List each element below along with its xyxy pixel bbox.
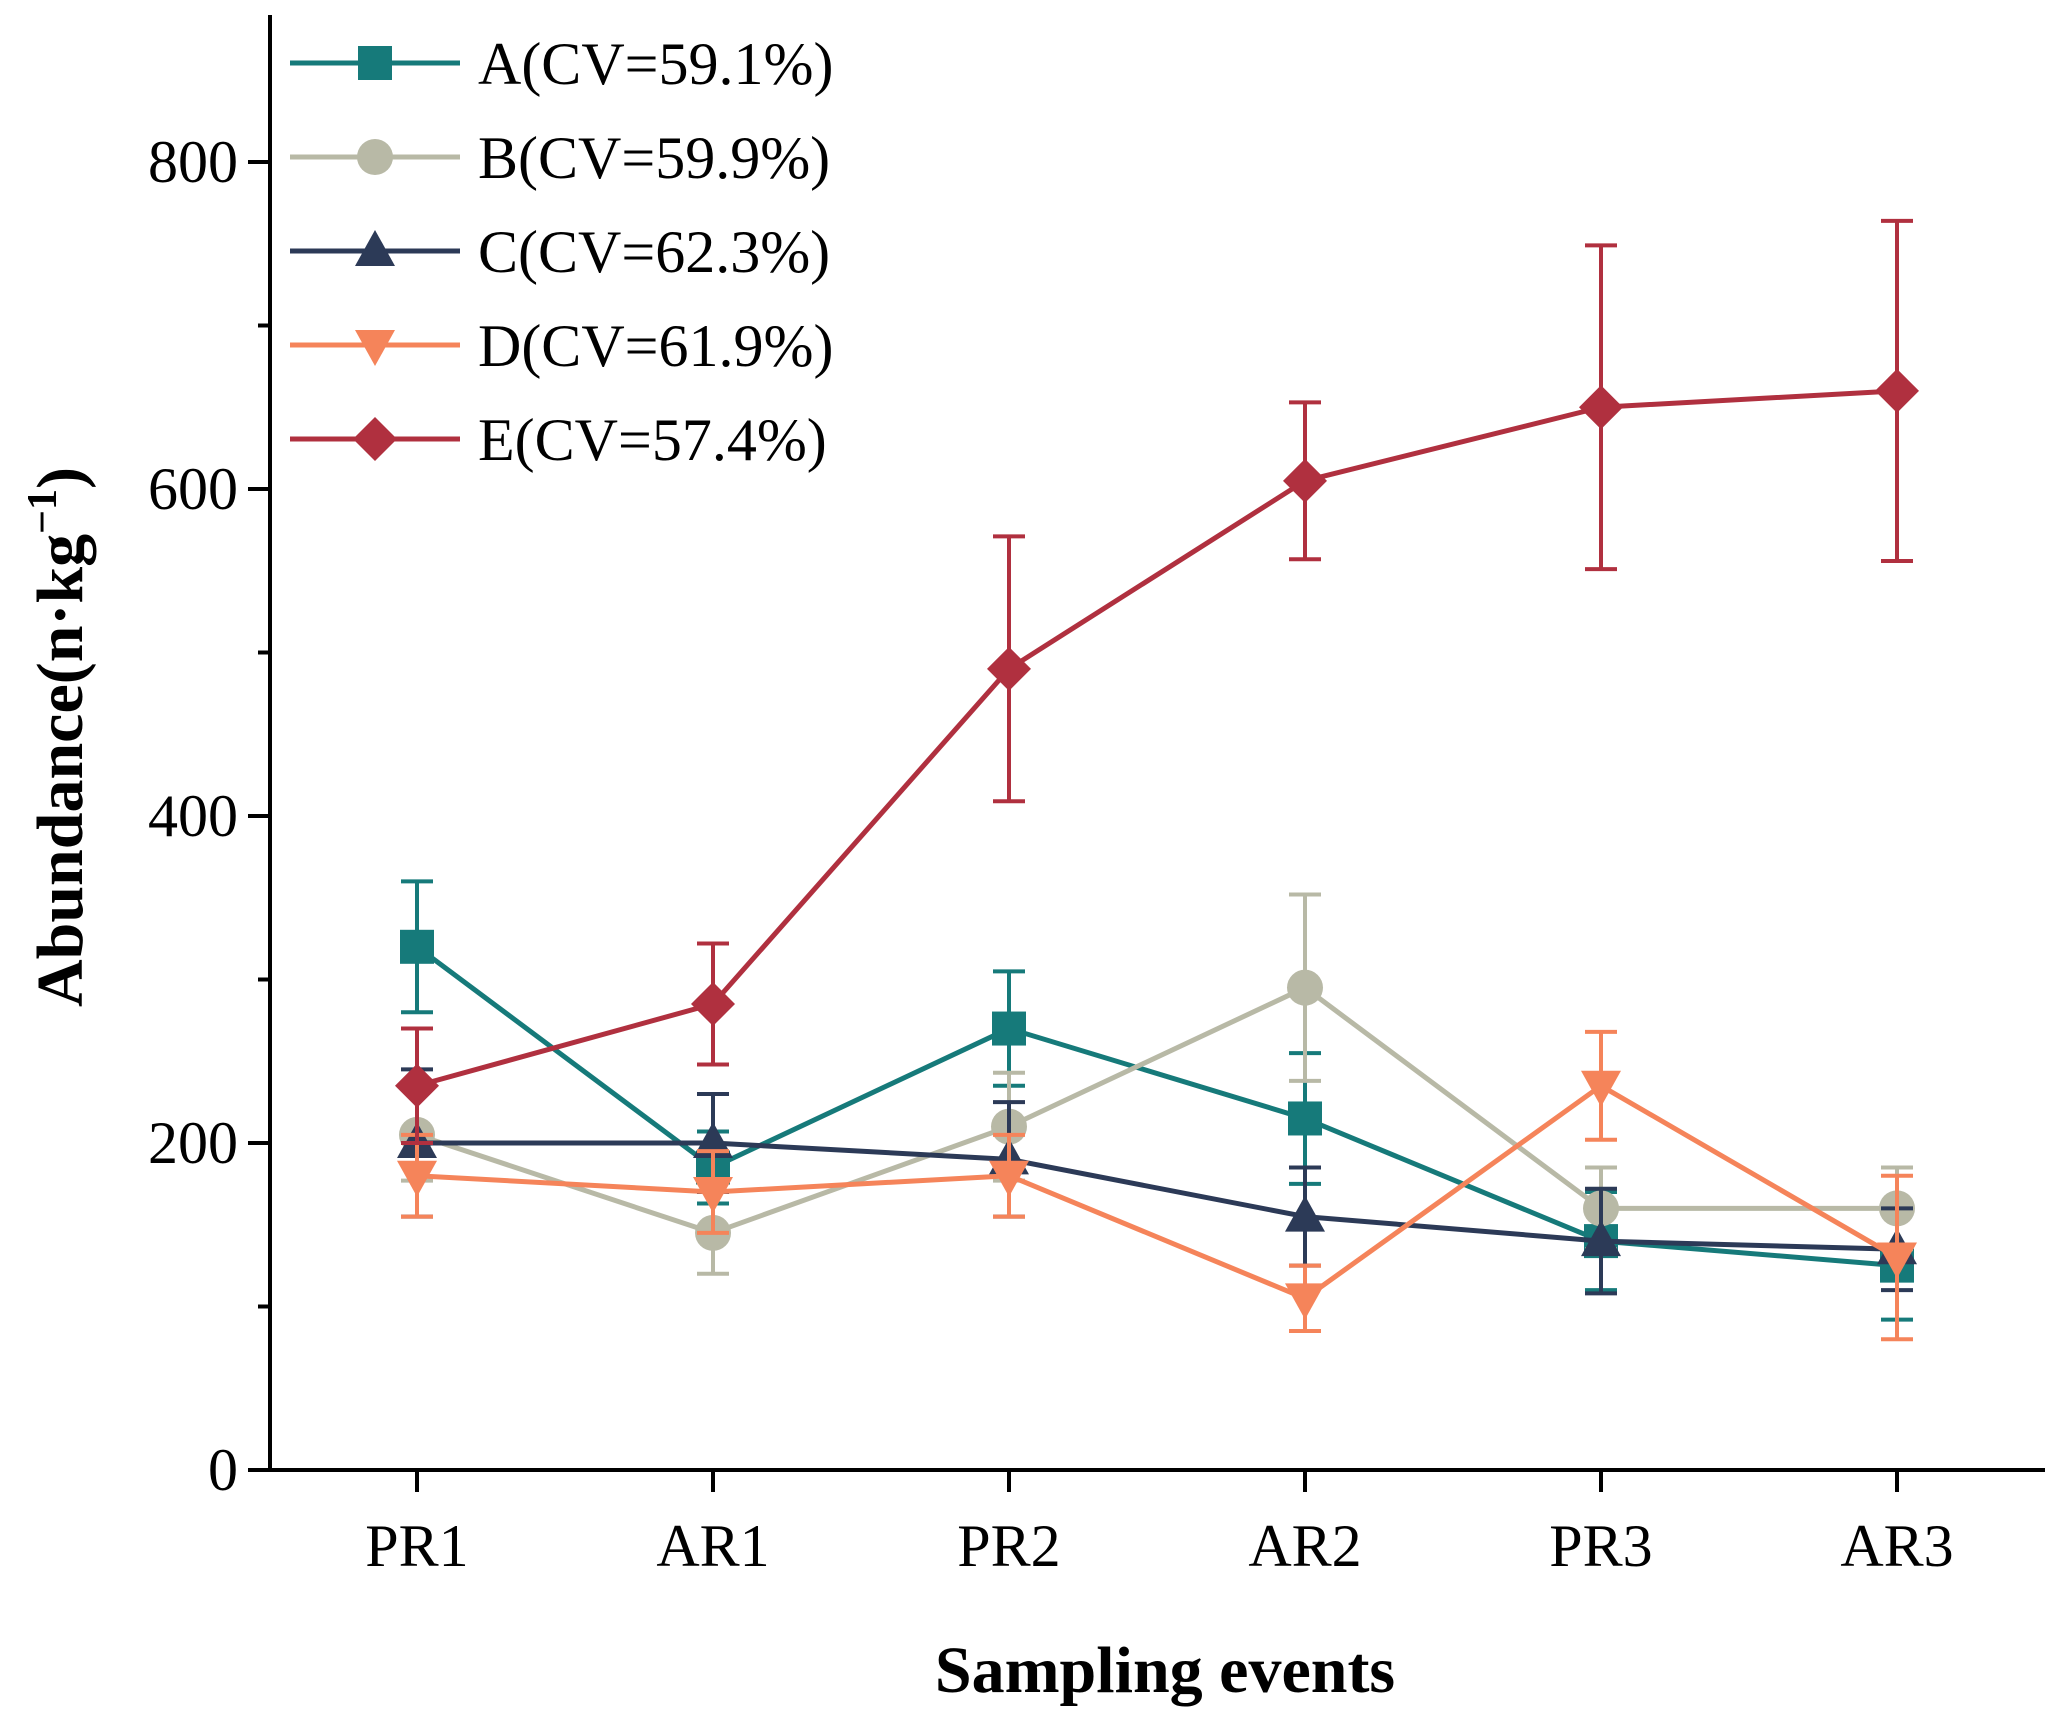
legend-marker [357,139,393,175]
data-point [400,929,434,964]
legend-item: D(CV=61.9%) [290,313,833,379]
y-tick-label: 0 [208,1437,238,1503]
y-axis-title: Abundance(n·kg−1) [20,467,97,1007]
data-point [691,982,735,1027]
plot-area [395,218,1919,1342]
x-axis-title: Sampling events [935,1634,1395,1707]
data-point [992,1011,1026,1046]
x-tick-label: AR2 [1248,1513,1361,1579]
series-line [416,985,1897,1236]
y-axis-title-main: Abundance(n·kg [24,534,97,1007]
legend-marker [353,417,397,461]
legend-label: B(CV=59.9%) [478,125,830,191]
legend-label: C(CV=62.3%) [478,219,830,285]
data-point [1581,1220,1621,1257]
data-point [693,1122,733,1158]
y-tick-label: 600 [148,456,238,522]
x-tick-label: PR3 [1549,1513,1652,1579]
x-tick-label: PR2 [957,1513,1060,1579]
y-tick-label: 200 [148,1110,238,1176]
legend-item: E(CV=57.4%) [290,407,827,473]
legend-item: C(CV=62.3%) [290,219,830,285]
data-point [1285,1283,1325,1320]
data-point [1283,458,1327,503]
series-line [417,1140,1898,1252]
data-point [395,1063,439,1108]
legend-item: B(CV=59.9%) [290,125,830,191]
data-point [397,1160,437,1197]
y-tick-label: 400 [148,783,238,849]
axes: 0 200 400 600 800 PR1 AR1 PR2 AR2 PR3 AR3 [148,15,2045,1579]
series-d [397,1029,1917,1342]
data-point [1877,1242,1917,1279]
legend-marker [358,46,392,80]
series-line [416,388,1898,1089]
legend-item: A(CV=59.1%) [290,31,833,97]
x-tick-label: AR3 [1840,1513,1953,1579]
x-tick-label: PR1 [365,1513,468,1579]
legend: A(CV=59.1%) B(CV=59.9%) C(CV=62.3%) D(CV=61… [290,31,833,473]
y-tick-label: 800 [148,129,238,195]
series-line [415,944,1898,1269]
x-tick-label: AR1 [656,1513,769,1579]
y-axis-title-close: ) [24,467,97,489]
data-point [987,646,1031,691]
data-point [989,1160,1029,1197]
legend-label: D(CV=61.9%) [478,313,833,379]
legend-marker [355,230,395,266]
data-point [1579,385,1623,430]
series-a [400,879,1914,1322]
data-point [693,1177,733,1214]
data-point [1875,368,1919,413]
data-point [1285,1195,1325,1232]
series-b [399,892,1915,1276]
legend-label: A(CV=59.1%) [478,31,833,97]
series-e [395,218,1919,1145]
data-point [1581,1070,1621,1107]
data-point [1287,969,1323,1006]
data-point [1288,1101,1322,1136]
legend-marker [355,330,395,366]
series-line [416,1083,1899,1301]
y-axis-title-superscript: −1 [20,489,66,534]
legend-label: E(CV=57.4%) [478,407,827,473]
